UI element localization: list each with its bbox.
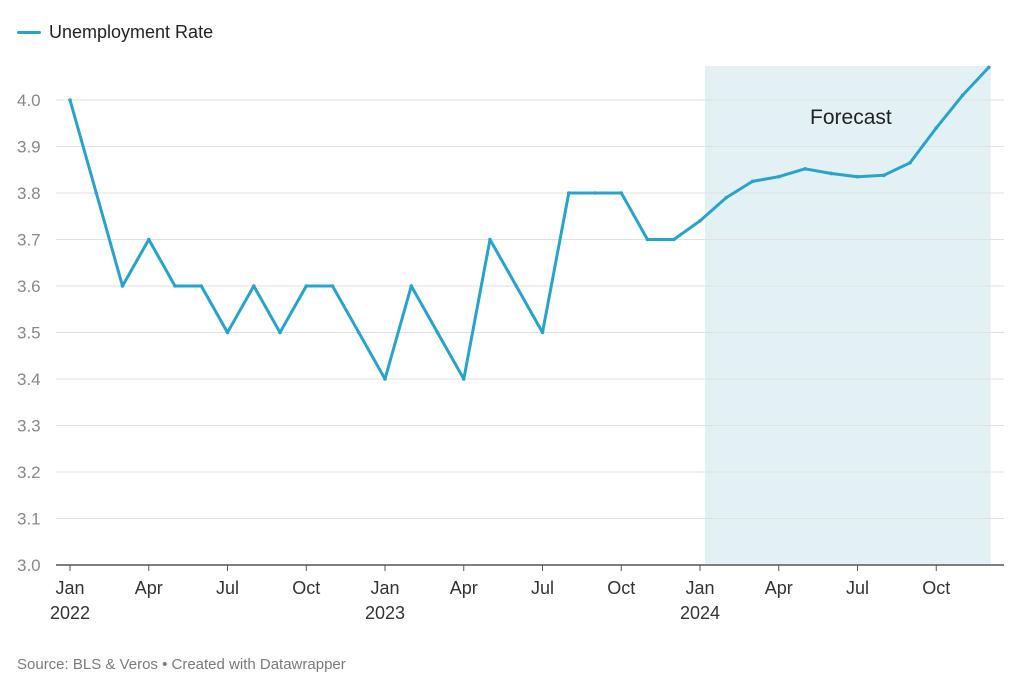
data-point <box>776 174 781 179</box>
data-point <box>146 237 151 242</box>
x-tick-label: Jan <box>370 578 399 598</box>
x-tick-label: Oct <box>292 578 320 598</box>
data-point <box>619 191 624 195</box>
data-point <box>120 284 125 288</box>
data-point <box>173 284 177 288</box>
grid-layer <box>56 99 1004 566</box>
forecast-shaded-region <box>705 66 991 565</box>
y-tick-label: 3.2 <box>17 463 41 482</box>
y-tick-label: 3.4 <box>17 370 41 389</box>
data-point <box>199 284 204 288</box>
x-tick-label: Jan <box>55 578 84 598</box>
data-point <box>68 98 72 102</box>
x-tick-label: Oct <box>922 578 950 598</box>
forecast-region-layer: Forecast <box>705 66 991 565</box>
y-tick-label: 3.8 <box>17 184 41 203</box>
data-point <box>251 284 256 288</box>
x-tick-label: Apr <box>135 578 163 598</box>
legend-label: Unemployment Rate <box>49 22 214 42</box>
x-tick-label: Oct <box>607 578 635 598</box>
data-point <box>803 167 807 171</box>
y-tick-label: 3.3 <box>17 417 41 436</box>
x-tick-label: Jan <box>685 578 714 598</box>
data-point <box>698 219 702 223</box>
data-point <box>855 174 860 179</box>
x-tick-year-label: 2022 <box>50 603 90 623</box>
data-point <box>724 195 729 200</box>
x-tick-label: Jul <box>216 578 239 598</box>
data-point <box>671 237 676 242</box>
data-point <box>356 330 361 335</box>
y-tick-label: 3.9 <box>17 138 41 157</box>
y-tick-label: 3.0 <box>17 556 41 575</box>
y-tick-label: 3.7 <box>17 231 41 250</box>
data-point <box>304 284 309 288</box>
forecast-annotation-label: Forecast <box>810 106 892 129</box>
x-tick-label: Apr <box>450 578 478 598</box>
data-point <box>829 171 834 176</box>
data-point <box>514 284 519 288</box>
data-point <box>225 330 230 335</box>
series-line-unemployment-rate <box>68 65 991 381</box>
data-point <box>461 377 466 381</box>
data-point <box>94 191 99 195</box>
y-tick-label: 4.0 <box>17 91 41 110</box>
data-point <box>540 330 545 335</box>
data-point <box>960 93 965 98</box>
data-point <box>330 284 335 288</box>
source-note: Source: BLS & Veros • Created with Dataw… <box>17 656 346 673</box>
axis-label-layer: 3.0 3.1 3.2 3.3 3.4 3.5 3.6 3.7 3.8 3.9 4.0 Jan 2022… <box>17 91 950 623</box>
x-tick-year-label: 2024 <box>680 603 720 623</box>
data-point <box>278 330 282 335</box>
series-layer <box>68 65 991 381</box>
y-tick-label: 3.1 <box>17 510 41 529</box>
legend-swatch <box>17 31 41 34</box>
data-point <box>881 173 886 178</box>
data-point <box>435 330 440 335</box>
data-point <box>908 160 912 165</box>
data-point <box>383 377 387 381</box>
data-point <box>409 284 414 288</box>
data-point <box>750 179 755 184</box>
data-point <box>986 65 991 70</box>
data-point <box>566 191 571 195</box>
data-point <box>934 126 939 130</box>
data-point <box>593 191 597 195</box>
x-tick-label: Jul <box>846 578 869 598</box>
x-tick-label: Apr <box>765 578 793 598</box>
legend: Unemployment Rate <box>17 22 213 43</box>
x-tick-year-label: 2023 <box>365 603 405 623</box>
x-tick-label: Jul <box>531 578 554 598</box>
y-tick-label: 3.6 <box>17 277 41 296</box>
data-point <box>645 237 650 242</box>
y-tick-label: 3.5 <box>17 324 41 343</box>
data-point <box>488 237 492 242</box>
